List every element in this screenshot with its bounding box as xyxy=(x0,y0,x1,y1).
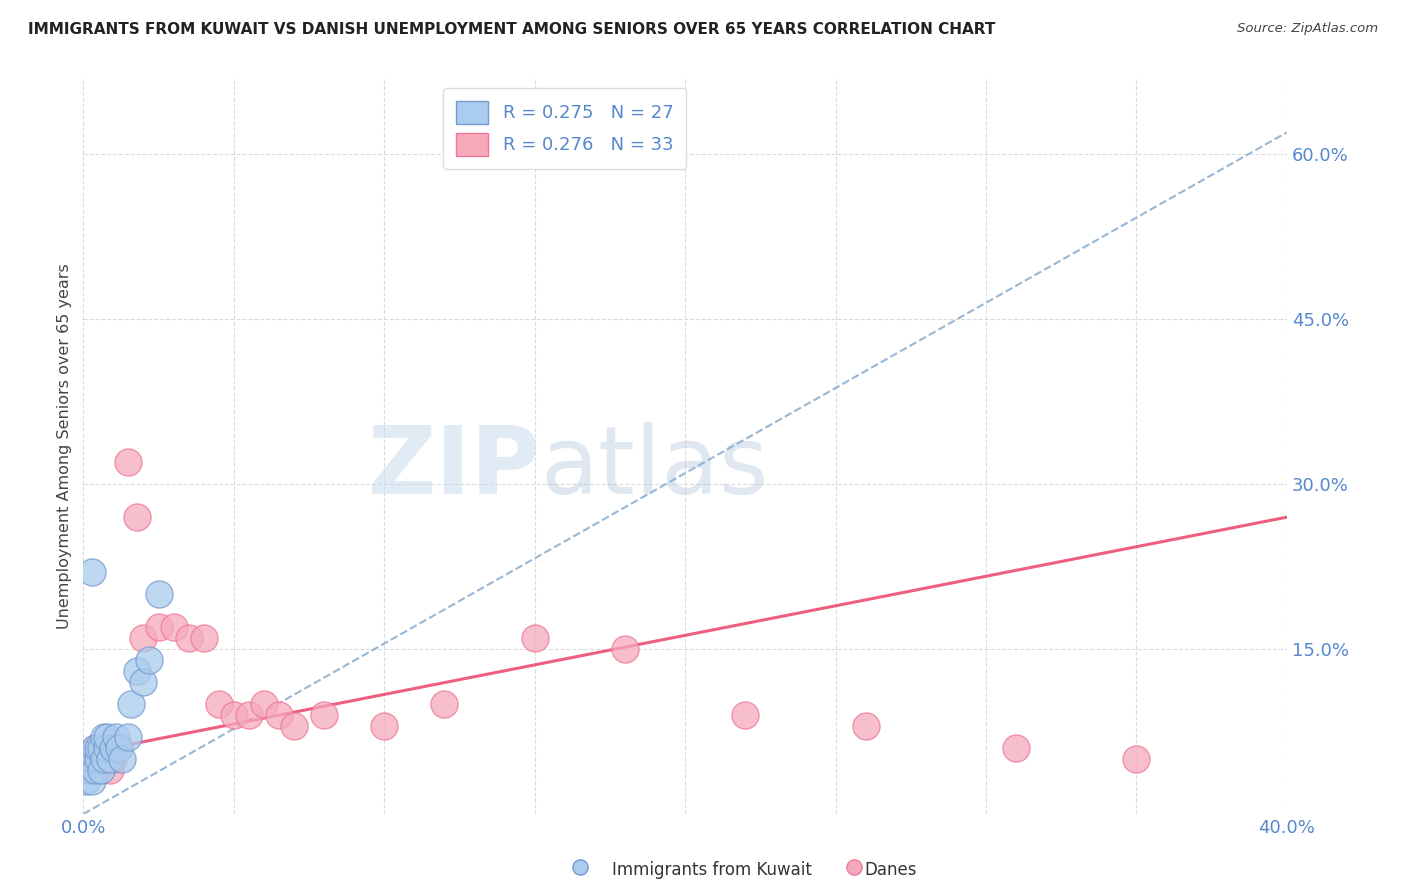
Point xyxy=(117,730,139,744)
Point xyxy=(96,730,118,744)
Point xyxy=(238,708,260,723)
Text: IMMIGRANTS FROM KUWAIT VS DANISH UNEMPLOYMENT AMONG SENIORS OVER 65 YEARS CORREL: IMMIGRANTS FROM KUWAIT VS DANISH UNEMPLO… xyxy=(28,22,995,37)
Point xyxy=(267,708,290,723)
Point xyxy=(162,620,184,634)
Point xyxy=(82,752,104,766)
Point xyxy=(433,697,456,711)
Point xyxy=(98,763,121,777)
Point xyxy=(132,675,155,690)
Text: Source: ZipAtlas.com: Source: ZipAtlas.com xyxy=(1237,22,1378,36)
Point xyxy=(87,741,110,756)
Point xyxy=(222,708,245,723)
Point xyxy=(90,741,112,756)
Point xyxy=(82,774,104,789)
Point xyxy=(111,752,134,766)
Point xyxy=(87,752,110,766)
Point xyxy=(98,752,121,766)
Point xyxy=(84,741,107,756)
Point xyxy=(96,741,118,756)
Point xyxy=(75,774,97,789)
Point xyxy=(79,763,101,777)
Point xyxy=(208,697,231,711)
Point xyxy=(613,642,636,657)
Point xyxy=(312,708,335,723)
Point xyxy=(105,730,128,744)
Point xyxy=(117,455,139,469)
Point xyxy=(283,719,305,733)
Point xyxy=(84,763,107,777)
Point xyxy=(90,763,112,777)
Y-axis label: Unemployment Among Seniors over 65 years: Unemployment Among Seniors over 65 years xyxy=(58,263,72,629)
Point xyxy=(1125,752,1147,766)
Point xyxy=(138,653,160,667)
Point xyxy=(79,752,101,766)
Point xyxy=(127,510,149,524)
Point xyxy=(82,565,104,579)
Point xyxy=(734,708,756,723)
Point xyxy=(855,719,877,733)
Point xyxy=(93,730,115,744)
Point xyxy=(120,697,142,711)
Point xyxy=(127,664,149,678)
Point xyxy=(84,741,107,756)
Text: ZIP: ZIP xyxy=(368,422,541,514)
Point xyxy=(82,763,104,777)
Point xyxy=(75,763,97,777)
Point xyxy=(568,860,592,874)
Point xyxy=(93,752,115,766)
Point xyxy=(844,860,866,874)
Point xyxy=(177,631,200,645)
Point xyxy=(373,719,395,733)
Point xyxy=(103,741,125,756)
Text: Immigrants from Kuwait: Immigrants from Kuwait xyxy=(612,861,811,879)
Text: Danes: Danes xyxy=(865,861,917,879)
Point xyxy=(93,752,115,766)
Legend: R = 0.275   N = 27, R = 0.276   N = 33: R = 0.275 N = 27, R = 0.276 N = 33 xyxy=(443,88,686,169)
Point xyxy=(103,752,125,766)
Point xyxy=(108,741,131,756)
Point xyxy=(79,752,101,766)
Point xyxy=(193,631,215,645)
Text: atlas: atlas xyxy=(541,422,769,514)
Point xyxy=(108,741,131,756)
Point xyxy=(96,741,118,756)
Point xyxy=(90,763,112,777)
Point xyxy=(132,631,155,645)
Point xyxy=(253,697,276,711)
Point xyxy=(148,620,170,634)
Point xyxy=(523,631,546,645)
Point xyxy=(148,587,170,601)
Point xyxy=(87,752,110,766)
Point xyxy=(1005,741,1028,756)
